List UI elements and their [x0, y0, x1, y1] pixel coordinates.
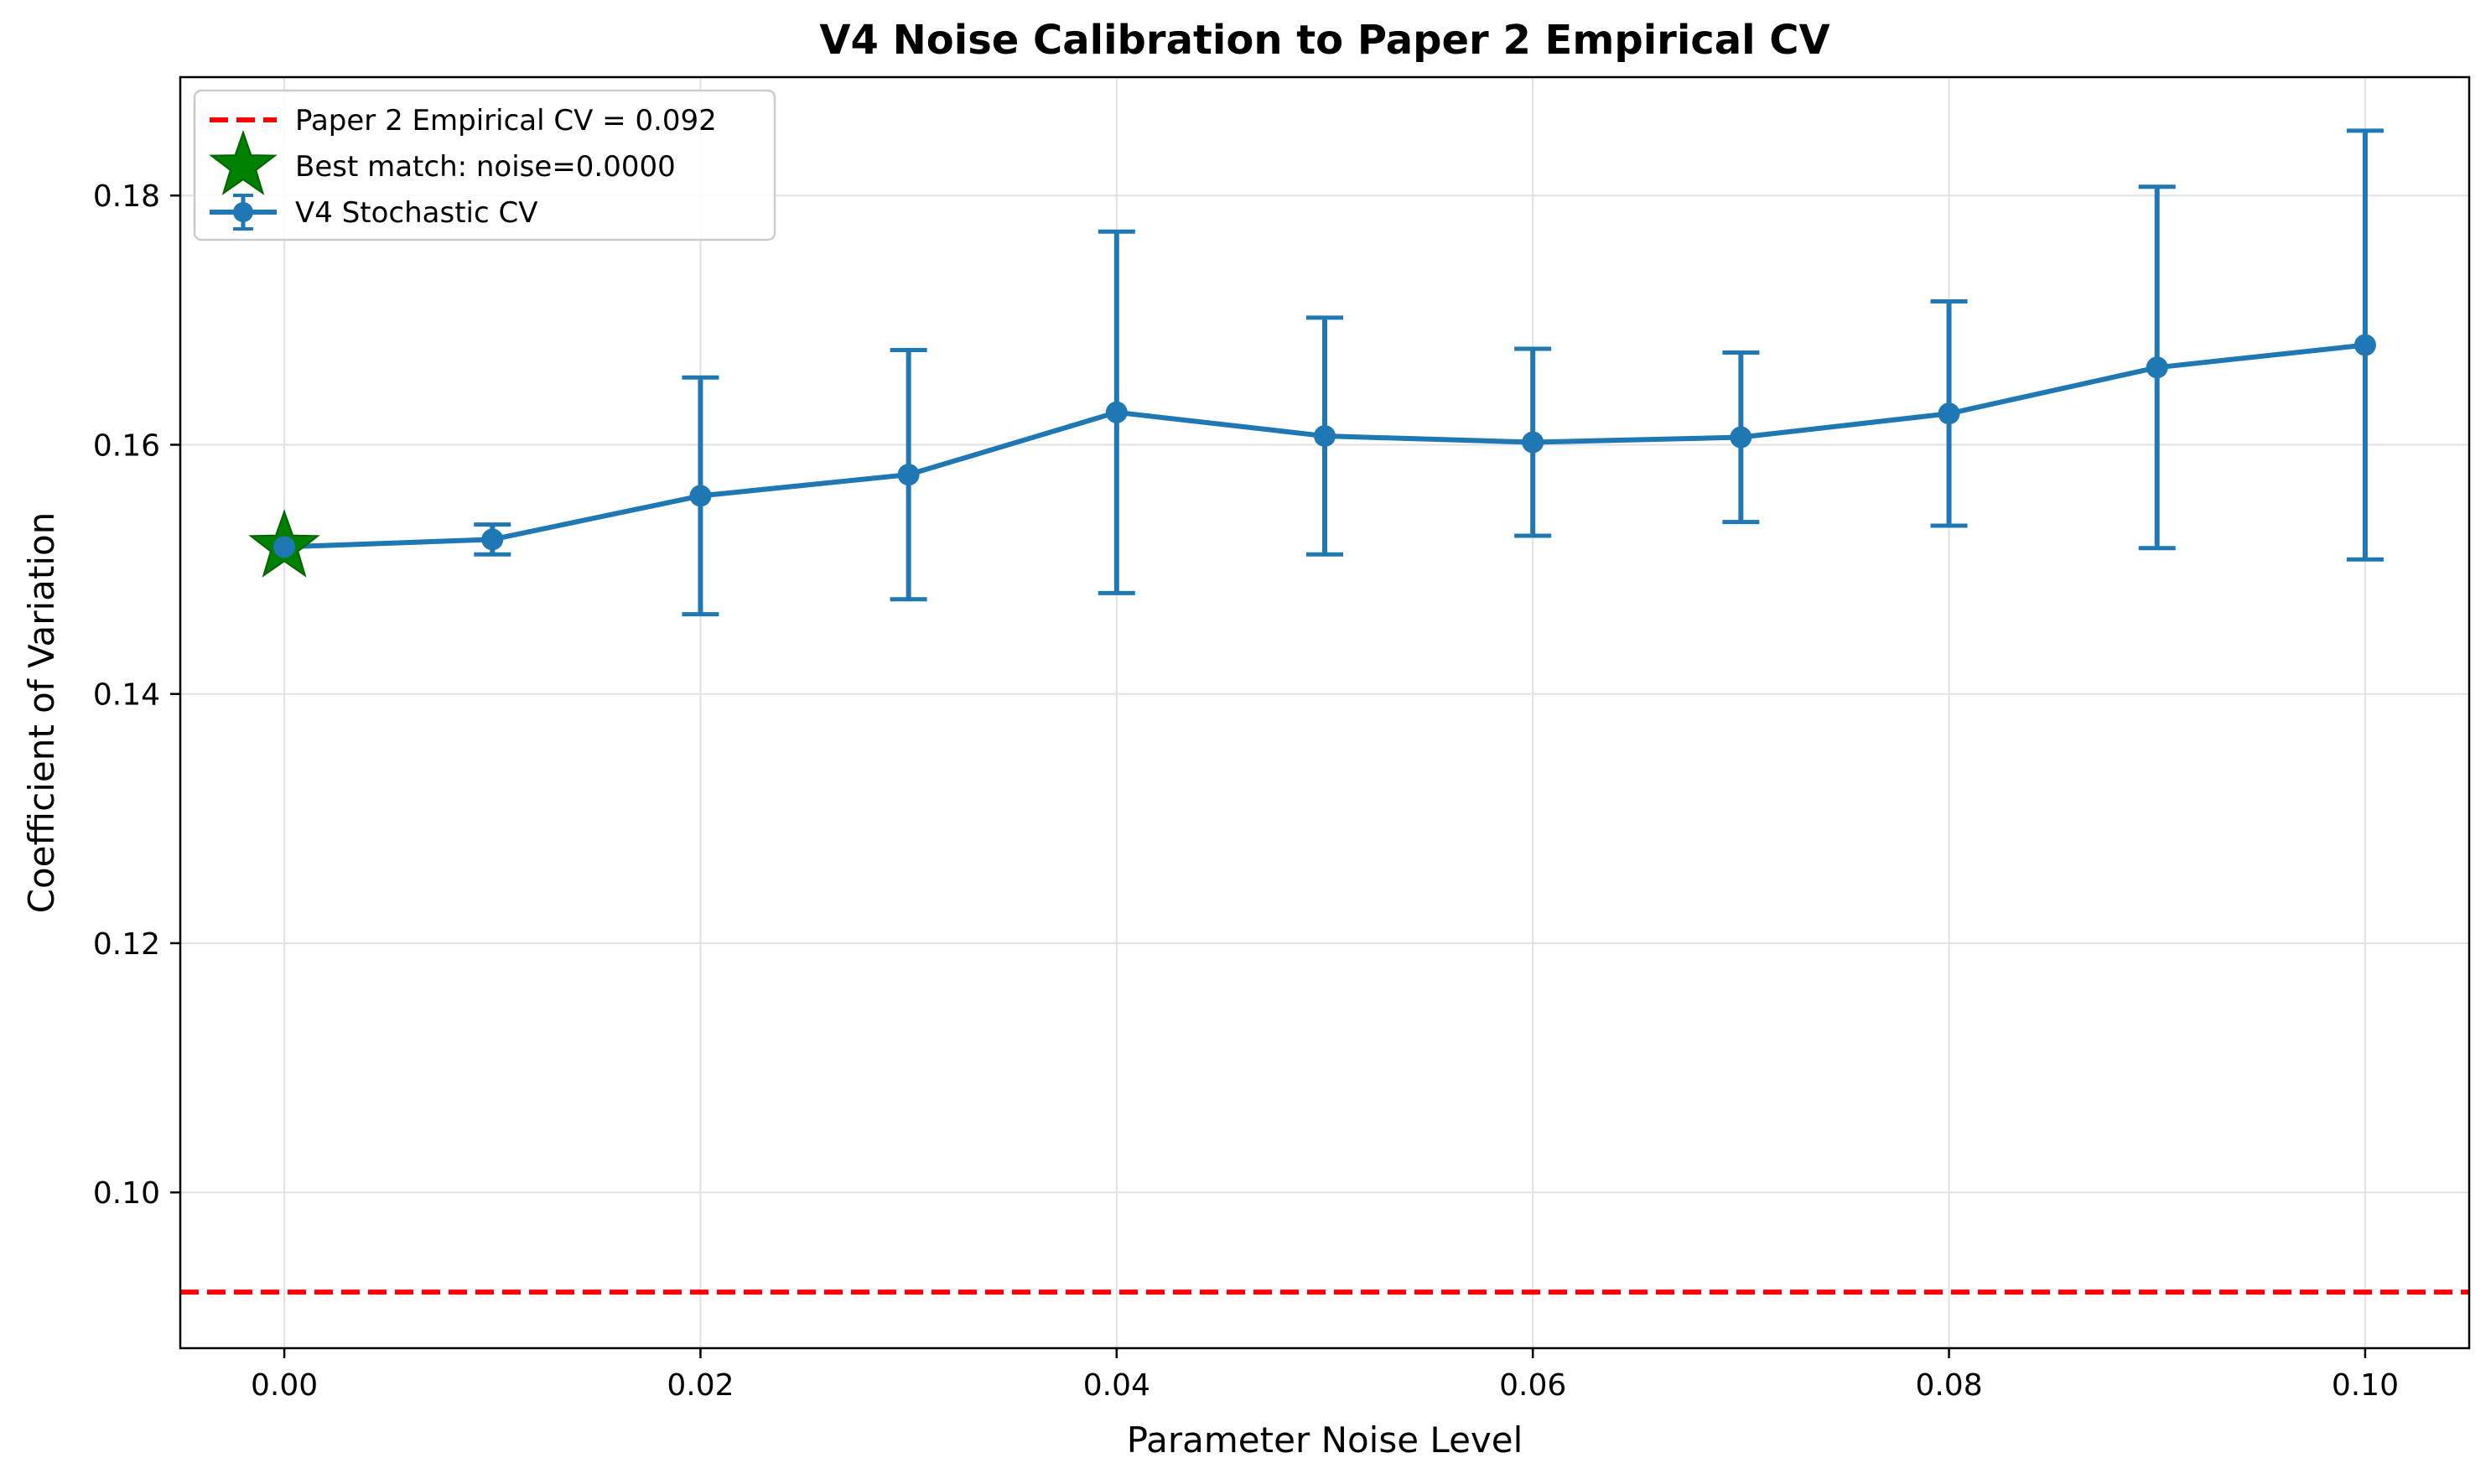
data-point [689, 485, 712, 507]
legend-series-marker [233, 202, 253, 222]
legend-highlight-label: Best match: noise=0.0000 [295, 150, 676, 184]
x-tick-label: 0.00 [251, 1368, 318, 1403]
y-axis-label: Coefficient of Variation [21, 512, 62, 914]
data-point [897, 464, 920, 486]
data-point [1938, 402, 1960, 425]
y-tick-label: 0.14 [93, 678, 160, 713]
chart-title: V4 Noise Calibration to Paper 2 Empirica… [819, 17, 1829, 64]
data-point [2353, 334, 2376, 356]
legend: Paper 2 Empirical CV = 0.092 Best match: … [193, 89, 776, 241]
legend-series-label: V4 Stochastic CV [295, 196, 537, 230]
x-tick-label: 0.08 [1915, 1368, 1982, 1403]
y-tick-label: 0.12 [93, 927, 160, 962]
plot-frame [179, 75, 2471, 1350]
data-point [481, 528, 504, 551]
data-point [1522, 431, 1544, 454]
y-tick-label: 0.10 [93, 1176, 160, 1211]
legend-star-swatch [209, 129, 278, 195]
data-point [2146, 356, 2168, 379]
x-tick-label: 0.04 [1083, 1368, 1150, 1403]
x-tick-label: 0.10 [2332, 1368, 2399, 1403]
x-axis-label: Parameter Noise Level [1127, 1419, 1523, 1461]
x-tick-label: 0.06 [1499, 1368, 1566, 1403]
series-layer [248, 128, 2384, 617]
y-tick-label: 0.18 [93, 179, 160, 214]
data-point [1105, 401, 1128, 423]
data-point [1314, 425, 1336, 448]
legend-reference-label: Paper 2 Empirical CV = 0.092 [295, 104, 717, 138]
data-point [1730, 426, 1752, 449]
grid-layer [180, 77, 2469, 1348]
x-tick-label: 0.02 [667, 1368, 734, 1403]
legend-box [193, 89, 776, 241]
data-point [273, 536, 296, 558]
axes-layer: 0.00 0.02 0.04 0.06 0.08 0.10 0.10 0.12 0.14 0.16… [93, 75, 2471, 1403]
y-tick-label: 0.16 [93, 428, 160, 463]
